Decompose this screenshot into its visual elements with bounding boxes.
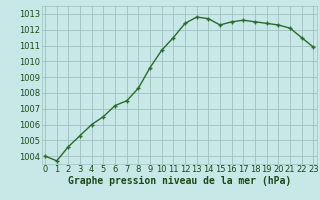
X-axis label: Graphe pression niveau de la mer (hPa): Graphe pression niveau de la mer (hPa): [68, 176, 291, 186]
